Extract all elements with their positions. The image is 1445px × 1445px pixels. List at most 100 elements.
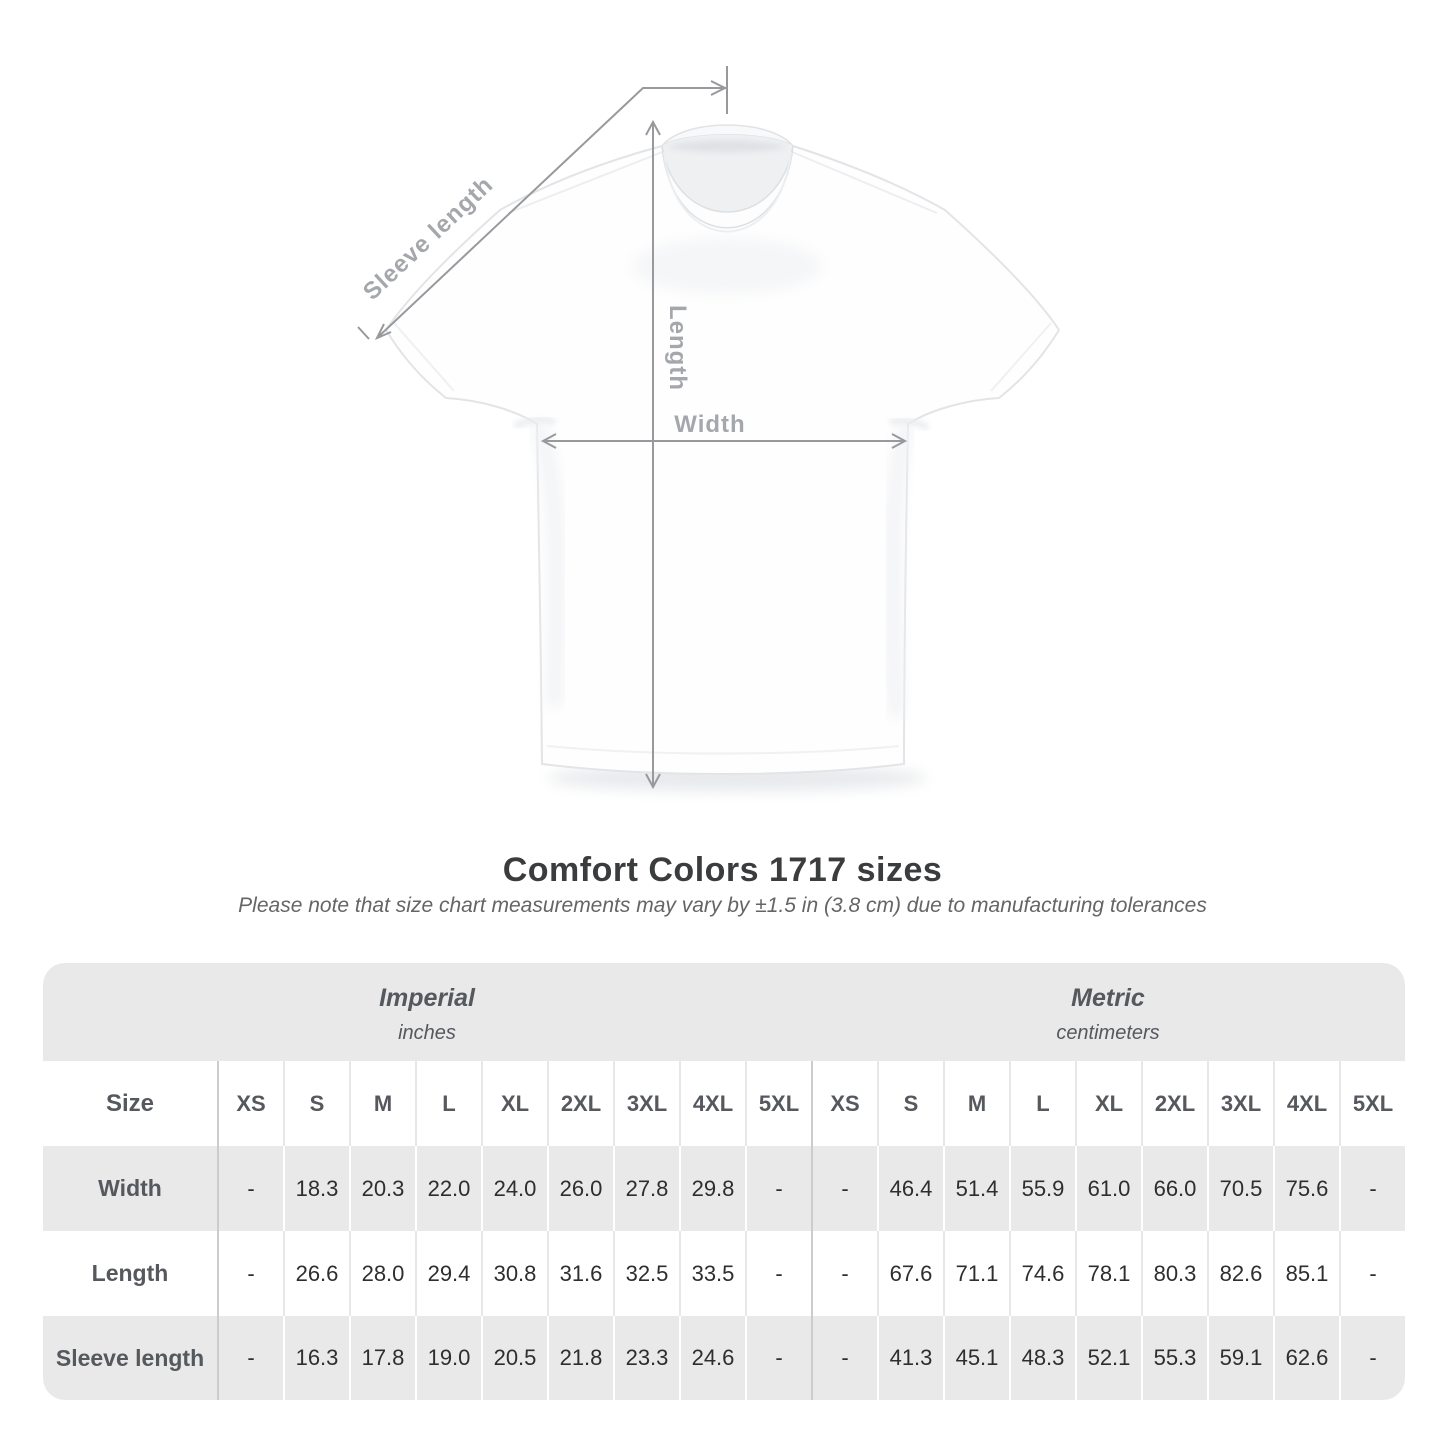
size-header-cell: 2XL <box>547 1061 613 1146</box>
size-header-cell: S <box>283 1061 349 1146</box>
imperial-label: Imperial <box>379 983 475 1012</box>
value-cell: 22.0 <box>415 1146 481 1231</box>
value-cell: 28.0 <box>349 1231 415 1316</box>
shoulder-seam-left <box>507 148 671 214</box>
value-cell: 16.3 <box>283 1316 349 1400</box>
value-cell: 67.6 <box>877 1231 943 1316</box>
row-label: Length <box>91 1260 169 1286</box>
tolerance-note: Please note that size chart measurements… <box>238 894 1207 917</box>
value-cell: 17.8 <box>349 1316 415 1400</box>
value-cell: - <box>1339 1316 1405 1400</box>
value-cell: 31.6 <box>547 1231 613 1316</box>
value-cell: 55.3 <box>1141 1316 1207 1400</box>
size-header-cell: 4XL <box>679 1061 745 1146</box>
size-grid: Size XS S M L XL 2XL 3XL 4XL 5XL XS S M … <box>43 1061 1405 1400</box>
value-cell: 27.8 <box>613 1146 679 1231</box>
value-cell: 33.5 <box>679 1231 745 1316</box>
row-label: Sleeve length <box>43 1316 217 1400</box>
value-cell: - <box>745 1146 811 1231</box>
value-cell: - <box>811 1146 877 1231</box>
value-cell: 20.5 <box>481 1316 547 1400</box>
value-cell: 26.0 <box>547 1146 613 1231</box>
bottom-hem-seam <box>546 745 900 755</box>
value-cell: 23.3 <box>613 1316 679 1400</box>
size-header-cell: 3XL <box>613 1061 679 1146</box>
value-cell: 41.3 <box>877 1316 943 1400</box>
value-cell: 30.8 <box>481 1231 547 1316</box>
value-cell: 75.6 <box>1273 1146 1339 1231</box>
size-header-cell: L <box>1009 1061 1075 1146</box>
value-cell: 24.6 <box>679 1316 745 1400</box>
metric-label: Metric <box>1071 983 1145 1012</box>
size-header-cell: 5XL <box>1339 1061 1405 1146</box>
value-cell: - <box>745 1316 811 1400</box>
value-cell: 82.6 <box>1207 1231 1273 1316</box>
value-cell: 55.9 <box>1009 1146 1075 1231</box>
size-header-cell: 5XL <box>745 1061 811 1146</box>
value-cell: 29.8 <box>679 1146 745 1231</box>
value-cell: - <box>217 1316 283 1400</box>
metric-unit: centimeters <box>1056 1021 1160 1044</box>
neck-opening <box>662 134 793 212</box>
value-cell: 51.4 <box>943 1146 1009 1231</box>
size-header-cell: M <box>349 1061 415 1146</box>
value-cell: 71.1 <box>943 1231 1009 1316</box>
value-cell: 20.3 <box>349 1146 415 1231</box>
collar-band <box>661 145 794 229</box>
value-cell: - <box>811 1231 877 1316</box>
value-cell: 70.5 <box>1207 1146 1273 1231</box>
value-cell: - <box>1339 1146 1405 1231</box>
value-cell: 26.6 <box>283 1231 349 1316</box>
tshirt-graphic <box>385 124 1060 775</box>
width-label: Width <box>674 411 745 438</box>
size-header-cell: M <box>943 1061 1009 1146</box>
tshirt-measurement-diagram: Sleeve length Length Width <box>357 66 1060 791</box>
row-label: Width <box>43 1146 217 1231</box>
length-label: Length <box>664 305 691 391</box>
size-column-header: Size <box>105 1089 155 1117</box>
value-cell: 32.5 <box>613 1231 679 1316</box>
value-cell: 24.0 <box>481 1146 547 1231</box>
value-cell: - <box>745 1231 811 1316</box>
value-cell: 62.6 <box>1273 1316 1339 1400</box>
value-cell: 29.4 <box>415 1231 481 1316</box>
size-header-cell: XL <box>481 1061 547 1146</box>
value-cell: 78.1 <box>1075 1231 1141 1316</box>
sleeve-hem-right <box>990 322 1052 392</box>
value-cell: - <box>217 1231 283 1316</box>
size-header-cell: L <box>415 1061 481 1146</box>
value-cell: 74.6 <box>1009 1231 1075 1316</box>
value-cell: - <box>217 1146 283 1231</box>
size-table: Imperial inches Metric centimeters Size … <box>43 963 1405 1400</box>
collar-seam <box>663 151 792 233</box>
shoulder-seam-right <box>784 148 938 214</box>
value-cell: 45.1 <box>943 1316 1009 1400</box>
width-line: Width <box>540 411 908 449</box>
value-cell: 52.1 <box>1075 1316 1141 1400</box>
size-header-cell: S <box>877 1061 943 1146</box>
value-cell: 19.0 <box>415 1316 481 1400</box>
value-cell: - <box>811 1316 877 1400</box>
size-header-cell: 2XL <box>1141 1061 1207 1146</box>
length-line: Length <box>645 119 691 790</box>
size-header-cell: 3XL <box>1207 1061 1273 1146</box>
value-cell: 46.4 <box>877 1146 943 1231</box>
value-cell: 18.3 <box>283 1146 349 1231</box>
imperial-unit: inches <box>398 1021 456 1044</box>
imperial-section-header: Imperial inches <box>43 963 811 1061</box>
unit-band: Imperial inches Metric centimeters <box>43 963 1405 1061</box>
value-cell: 21.8 <box>547 1316 613 1400</box>
value-cell: 59.1 <box>1207 1316 1273 1400</box>
value-cell: - <box>1339 1231 1405 1316</box>
value-cell: 48.3 <box>1009 1316 1075 1400</box>
size-header-cell: XL <box>1075 1061 1141 1146</box>
value-cell: 66.0 <box>1141 1146 1207 1231</box>
value-cell: 80.3 <box>1141 1231 1207 1316</box>
sleeve-hem-left <box>393 322 455 392</box>
value-cell: 61.0 <box>1075 1146 1141 1231</box>
size-header-cell: XS <box>811 1061 877 1146</box>
page-title: Comfort Colors 1717 sizes <box>502 851 943 889</box>
value-cell: 85.1 <box>1273 1231 1339 1316</box>
size-header-cell: XS <box>217 1061 283 1146</box>
